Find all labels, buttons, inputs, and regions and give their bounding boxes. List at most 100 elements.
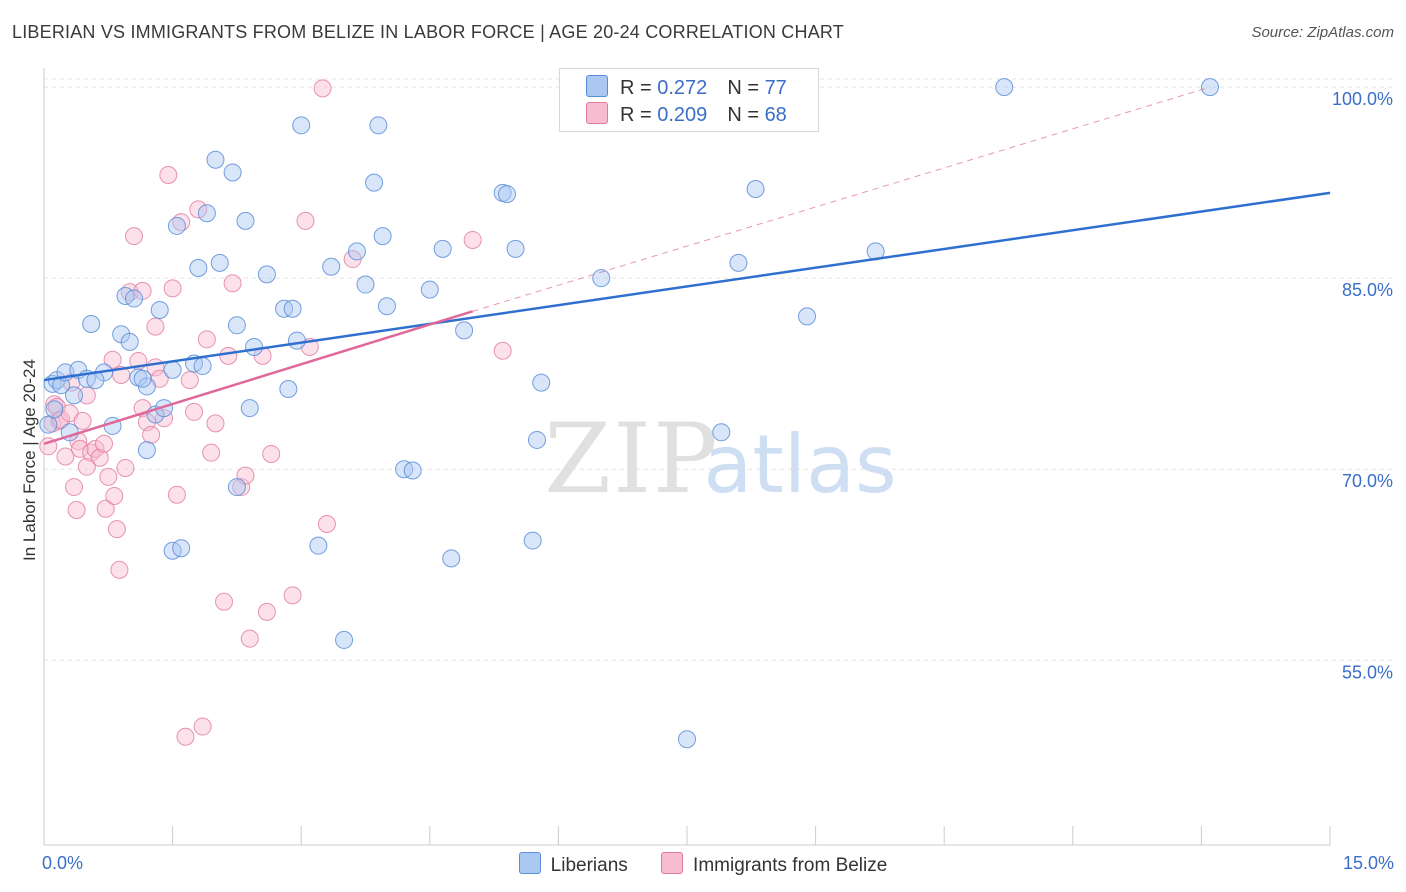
point-belize-33: [142, 425, 161, 444]
point-liberians-27: [193, 357, 212, 376]
point-liberians-29: [206, 150, 225, 169]
point-liberians-72: [1200, 78, 1219, 97]
axes: [43, 68, 1331, 846]
series-belize-points: [39, 79, 512, 746]
point-liberians-14: [125, 289, 144, 308]
point-liberians-44: [322, 257, 341, 276]
point-liberians-28: [197, 204, 216, 223]
point-belize-66: [146, 317, 165, 336]
point-liberians-19: [150, 301, 169, 320]
point-liberians-45: [335, 630, 354, 649]
watermark-zip: ZIP: [544, 403, 719, 515]
legend-item-belize[interactable]: Immigrants from Belize: [661, 852, 887, 877]
point-liberians-42: [292, 116, 311, 135]
point-belize-46: [197, 330, 216, 349]
point-liberians-71: [995, 78, 1014, 97]
stats-legend: R = 0.272 N = 77 R = 0.209 N = 68: [559, 68, 819, 132]
point-liberians-76: [133, 369, 152, 388]
point-belize-22: [103, 350, 122, 369]
y-tick-label-3: 100.0%: [1332, 89, 1393, 109]
point-belize-42: [180, 371, 199, 390]
point-belize-39: [167, 485, 186, 504]
point-belize-54: [240, 629, 259, 648]
point-belize-49: [215, 592, 234, 611]
series-liberians-points: [39, 78, 1219, 749]
point-liberians-49: [369, 116, 388, 135]
point-liberians-41: [287, 331, 306, 350]
point-belize-57: [262, 444, 281, 463]
point-belize-27: [116, 458, 135, 477]
y-tick-label-2: 85.0%: [1342, 280, 1393, 300]
point-liberians-65: [678, 730, 696, 749]
point-belize-52: [232, 478, 251, 497]
legend-r-value-belize: 0.209: [657, 104, 708, 126]
trend-line-2: [472, 86, 1211, 312]
legend-n-value-liberians: 77: [764, 77, 787, 99]
point-belize-38: [163, 279, 182, 298]
legend-swatch-liberians: [518, 852, 541, 874]
point-liberians-23: [167, 216, 186, 235]
point-belize-24: [107, 520, 126, 539]
point-liberians-57: [455, 321, 474, 340]
legend-row-belize: R = 0.209 N = 68: [586, 102, 787, 128]
point-liberians-40: [283, 299, 302, 318]
point-liberians-50: [373, 227, 392, 246]
point-belize-6: [56, 447, 75, 466]
legend-n-label: N =: [727, 104, 765, 126]
point-liberians-39: [279, 379, 298, 398]
legend-swatch-liberians: [586, 75, 608, 97]
point-liberians-47: [356, 275, 375, 294]
y-tick-label-0: 55.0%: [1342, 662, 1393, 682]
point-belize-64: [463, 230, 482, 249]
legend-row-liberians: R = 0.272 N = 77: [586, 75, 787, 101]
point-belize-44: [189, 200, 208, 219]
point-liberians-8: [82, 315, 101, 334]
legend-r-label: R =: [620, 77, 658, 99]
point-liberians-68: [746, 180, 765, 199]
point-belize-10: [67, 500, 86, 519]
point-liberians-32: [227, 478, 246, 497]
trend-lines: [43, 86, 1331, 445]
point-belize-65: [493, 341, 512, 360]
point-liberians-55: [433, 239, 452, 258]
legend-label-belize: Immigrants from Belize: [693, 855, 888, 876]
legend-n-label: N =: [727, 77, 765, 99]
point-belize-51: [223, 274, 242, 293]
point-belize-13: [73, 411, 92, 430]
point-belize-59: [296, 211, 315, 230]
point-belize-21: [99, 467, 118, 486]
trend-line-0: [43, 191, 1331, 382]
source-label: Source: ZipAtlas.com: [1251, 24, 1394, 41]
point-belize-45: [193, 717, 212, 736]
point-belize-56: [257, 602, 276, 621]
point-liberians-16: [137, 441, 156, 460]
point-liberians-5: [65, 386, 84, 405]
point-liberians-37: [257, 265, 276, 284]
point-belize-48: [206, 414, 225, 433]
y-tick-labels: 55.0% 70.0% 85.0% 100.0%: [1332, 89, 1393, 682]
point-belize-26: [112, 365, 131, 384]
point-belize-15: [77, 457, 96, 476]
point-liberians-73: [39, 415, 58, 434]
legend-item-liberians[interactable]: Liberians: [518, 852, 628, 877]
point-liberians-66: [712, 423, 731, 442]
point-belize-41: [176, 727, 195, 746]
point-liberians-59: [497, 185, 516, 204]
point-liberians-43: [309, 536, 328, 555]
watermark-atlas: atlas: [703, 418, 896, 511]
point-belize-12: [71, 439, 90, 458]
point-belize-43: [185, 402, 204, 421]
legend-r-label: R =: [620, 104, 658, 126]
point-belize-37: [159, 165, 178, 184]
point-liberians-69: [798, 307, 817, 326]
x-tick-label-max: 15.0%: [1342, 853, 1394, 873]
point-liberians-67: [729, 253, 748, 272]
point-liberians-30: [210, 253, 229, 272]
point-liberians-64: [592, 269, 611, 288]
point-liberians-60: [506, 239, 525, 258]
point-liberians-46: [347, 242, 366, 261]
point-belize-50: [219, 346, 238, 365]
legend-swatch-belize: [586, 102, 608, 124]
point-liberians-21: [163, 360, 182, 379]
